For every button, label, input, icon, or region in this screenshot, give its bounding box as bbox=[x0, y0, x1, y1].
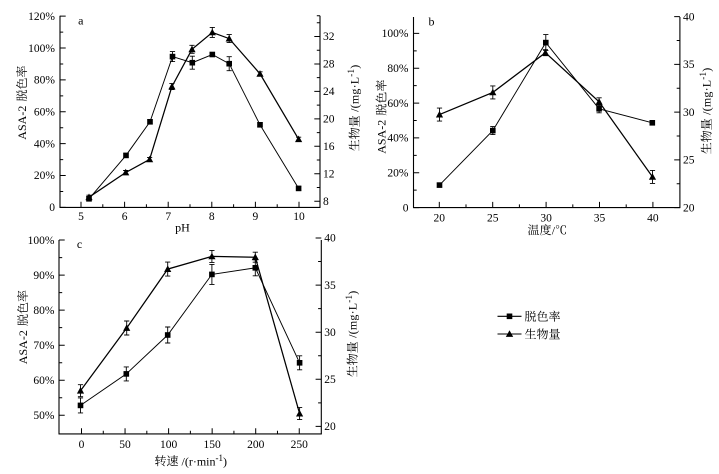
svg-text:50: 50 bbox=[119, 439, 131, 451]
svg-text:40: 40 bbox=[324, 233, 336, 245]
svg-text:0: 0 bbox=[403, 202, 409, 214]
svg-text:35: 35 bbox=[594, 213, 606, 225]
svg-text:a: a bbox=[78, 14, 84, 28]
svg-text:6: 6 bbox=[122, 211, 128, 223]
svg-text:pH: pH bbox=[175, 220, 190, 234]
svg-text:ASA-2: ASA-2 bbox=[15, 106, 29, 140]
svg-text:8: 8 bbox=[209, 211, 215, 223]
svg-text:60%: 60% bbox=[34, 107, 56, 119]
svg-text:80%: 80% bbox=[33, 305, 55, 317]
svg-text:20%: 20% bbox=[387, 168, 409, 180]
svg-text:40: 40 bbox=[683, 11, 695, 23]
svg-text:100%: 100% bbox=[28, 43, 55, 55]
svg-text:32: 32 bbox=[323, 31, 335, 43]
svg-text:35: 35 bbox=[683, 59, 695, 71]
svg-text:0: 0 bbox=[79, 439, 85, 451]
svg-text:150: 150 bbox=[203, 439, 221, 451]
svg-text:100%: 100% bbox=[382, 28, 409, 40]
svg-text:120%: 120% bbox=[28, 11, 55, 23]
svg-text:80%: 80% bbox=[34, 75, 56, 87]
svg-text:30: 30 bbox=[324, 327, 336, 339]
svg-text:ASA-2: ASA-2 bbox=[375, 120, 389, 154]
svg-text:25: 25 bbox=[487, 213, 499, 225]
svg-text:25: 25 bbox=[683, 155, 695, 167]
svg-text:30: 30 bbox=[683, 107, 695, 119]
svg-text:40: 40 bbox=[647, 213, 659, 225]
svg-text:0: 0 bbox=[49, 202, 55, 214]
svg-text:5: 5 bbox=[78, 211, 84, 223]
svg-text:24: 24 bbox=[323, 86, 335, 98]
svg-text:28: 28 bbox=[323, 59, 335, 71]
svg-text:ASA-2: ASA-2 bbox=[16, 330, 30, 364]
svg-text:7: 7 bbox=[165, 211, 171, 223]
svg-text:70%: 70% bbox=[33, 340, 55, 352]
svg-text:90%: 90% bbox=[33, 270, 55, 282]
svg-text:20: 20 bbox=[683, 202, 695, 214]
svg-text:100%: 100% bbox=[28, 235, 55, 247]
svg-text:30: 30 bbox=[540, 213, 552, 225]
svg-text:40%: 40% bbox=[387, 133, 409, 145]
svg-text:35: 35 bbox=[324, 280, 336, 292]
svg-text:/: / bbox=[552, 223, 556, 237]
svg-text:50%: 50% bbox=[33, 410, 55, 422]
svg-text:25: 25 bbox=[324, 374, 336, 386]
svg-text:100: 100 bbox=[160, 439, 178, 451]
svg-text:250: 250 bbox=[291, 439, 309, 451]
svg-text:20: 20 bbox=[324, 421, 336, 433]
svg-text:60%: 60% bbox=[33, 375, 55, 387]
svg-text:8: 8 bbox=[323, 196, 329, 208]
svg-text:9: 9 bbox=[253, 211, 259, 223]
svg-text:16: 16 bbox=[323, 141, 335, 153]
svg-text:80%: 80% bbox=[387, 63, 409, 75]
svg-text:20%: 20% bbox=[34, 170, 56, 182]
svg-text:c: c bbox=[77, 237, 82, 251]
svg-text:40%: 40% bbox=[34, 138, 56, 150]
svg-text:20: 20 bbox=[434, 213, 446, 225]
svg-text:60%: 60% bbox=[387, 98, 409, 110]
svg-text:20: 20 bbox=[323, 114, 335, 126]
svg-text:12: 12 bbox=[323, 168, 335, 180]
svg-text:b: b bbox=[429, 14, 435, 28]
svg-text:10: 10 bbox=[293, 211, 305, 223]
svg-text:200: 200 bbox=[247, 439, 265, 451]
